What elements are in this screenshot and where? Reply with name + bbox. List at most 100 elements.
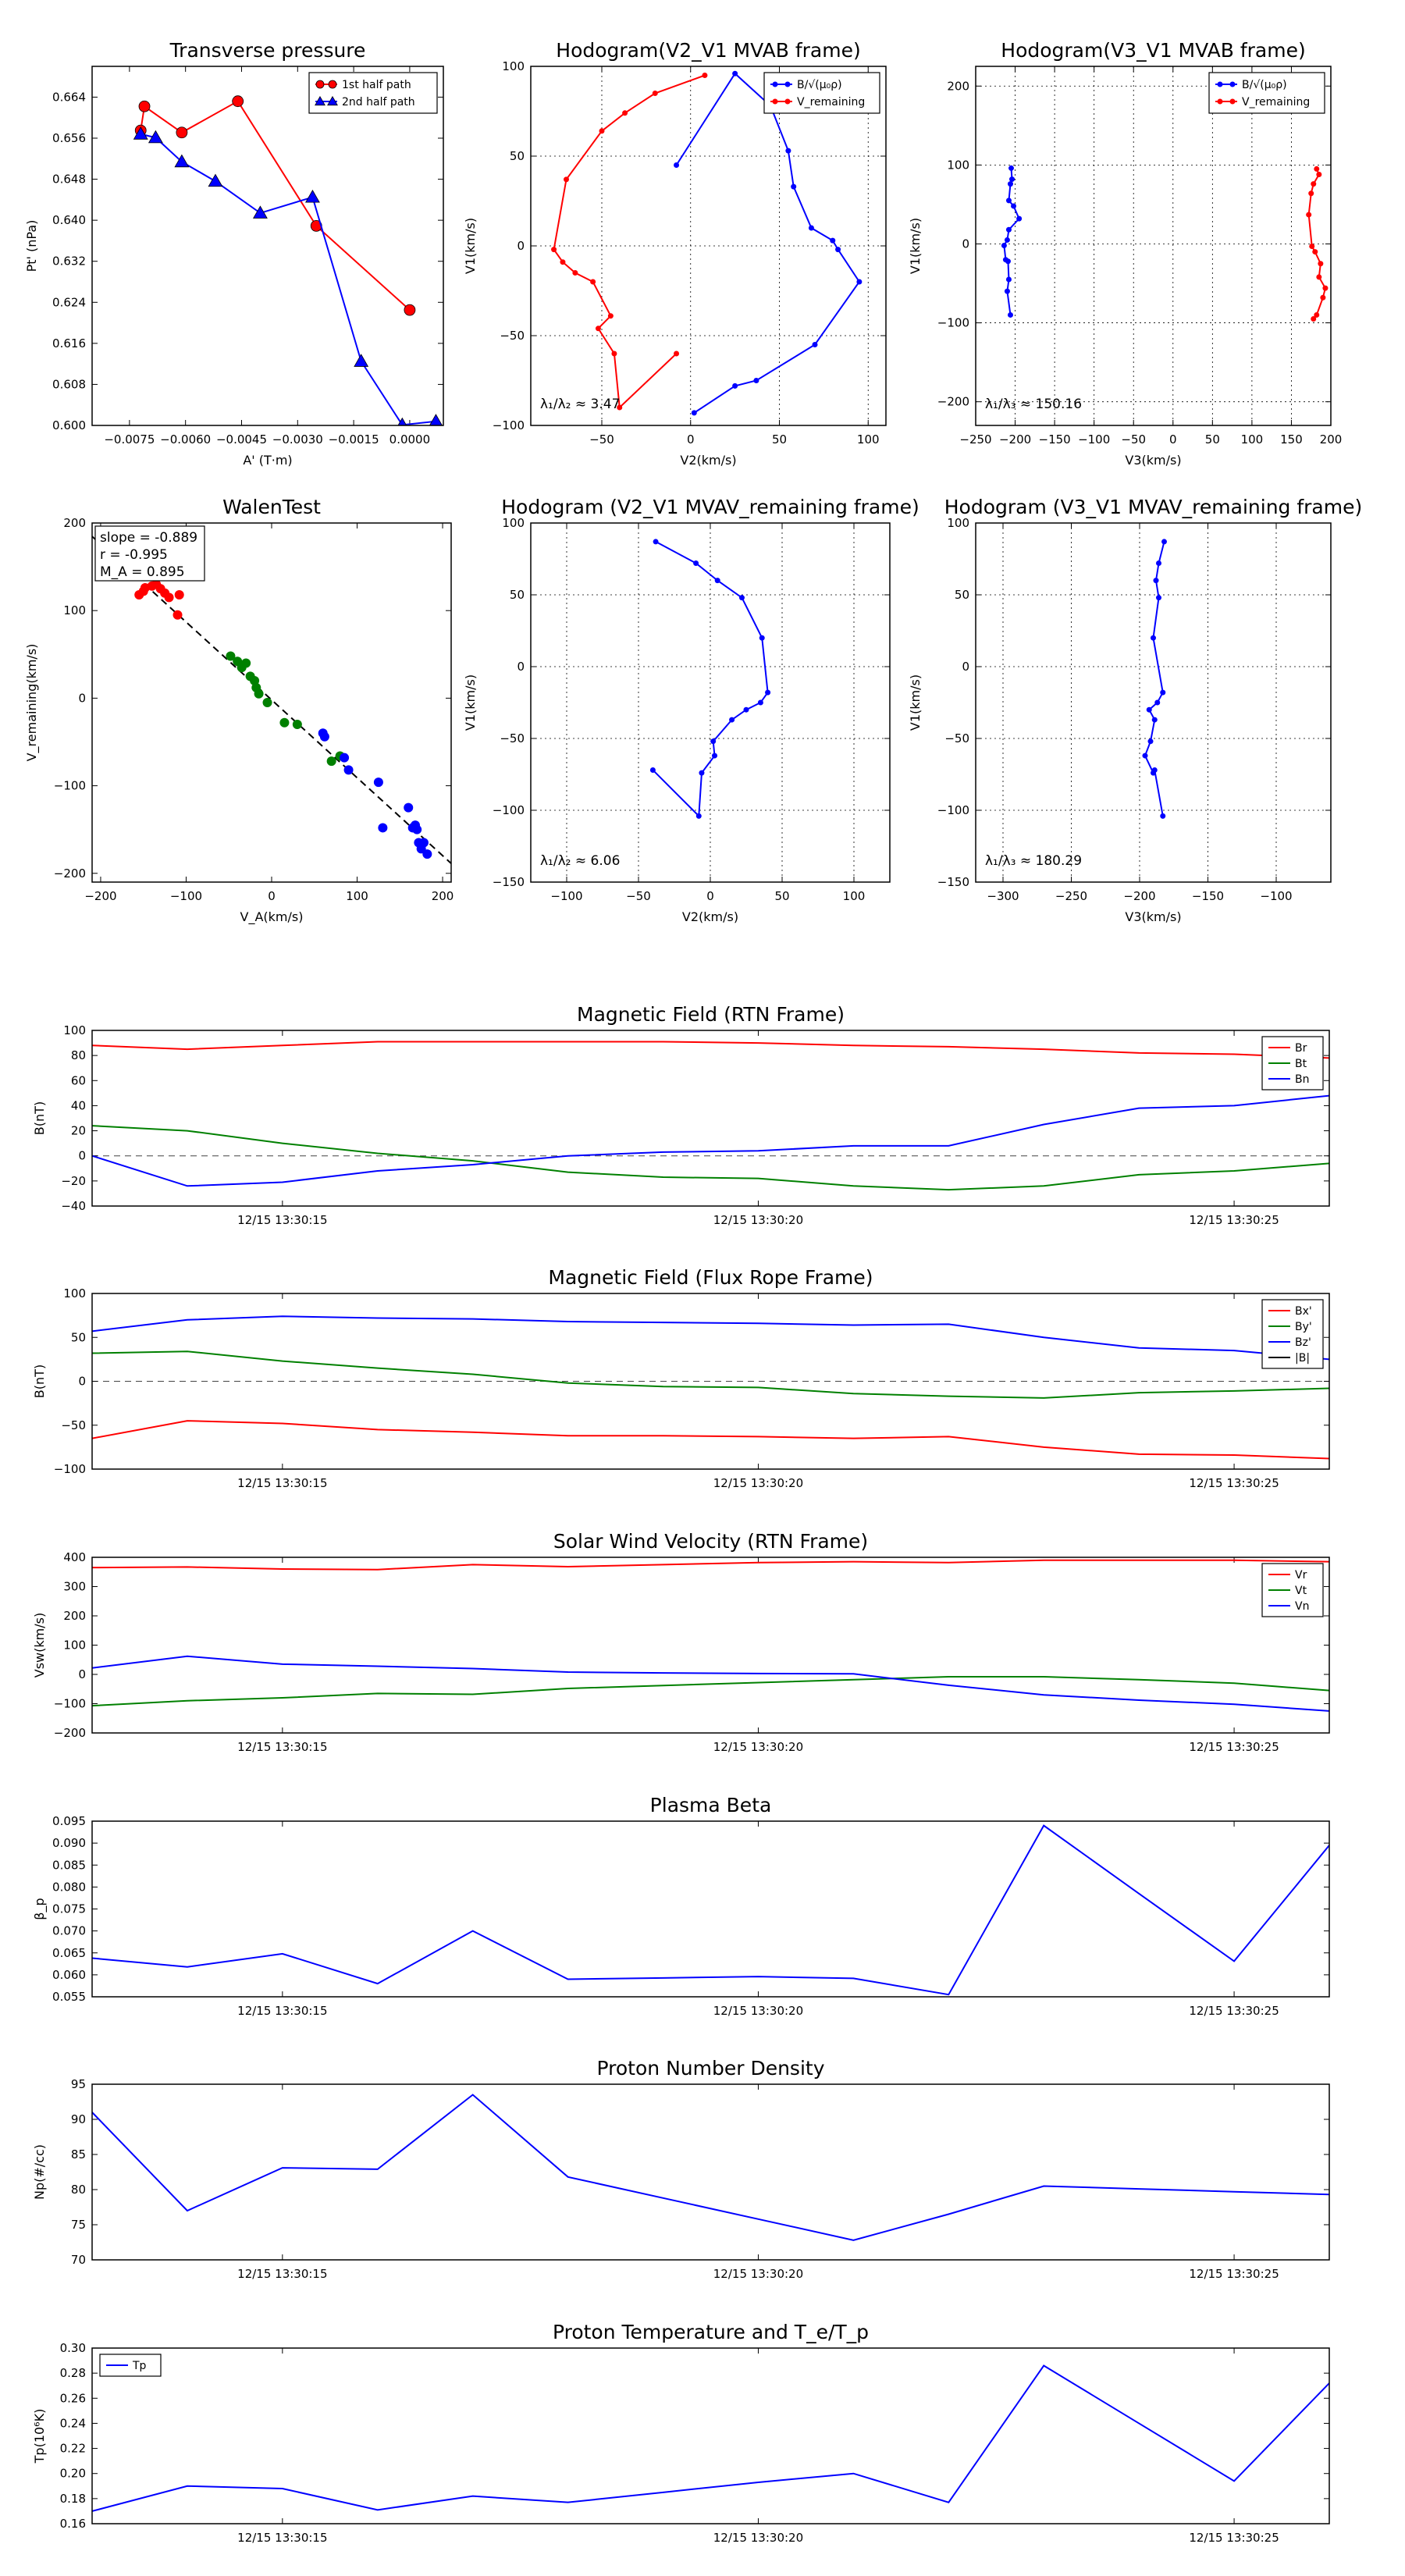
data-point — [1156, 560, 1161, 567]
y-tick-label: 0.20 — [60, 2467, 86, 2481]
y-tick-label: 0.075 — [52, 1902, 86, 1916]
x-tick-label: 200 — [1320, 432, 1343, 447]
data-point — [595, 326, 601, 332]
y-tick-label: −50 — [61, 1418, 86, 1432]
chart-p1: Transverse pressure −0.0075 −0.0060 −0.0045… — [24, 39, 444, 468]
y-tick-label: 0.640 — [52, 213, 86, 227]
data-point — [164, 592, 174, 603]
x-tick-label: 50 — [772, 432, 787, 447]
y-tick-label: 0 — [78, 691, 86, 705]
x-tick-label: 0 — [687, 432, 695, 447]
data-point — [1005, 276, 1012, 283]
data-point — [808, 225, 814, 231]
data-point — [305, 190, 320, 203]
y-tick-label: 50 — [510, 149, 525, 163]
y-tick-label: 400 — [63, 1550, 86, 1564]
data-point — [1001, 242, 1007, 248]
data-point — [1004, 288, 1010, 294]
y-tick-label: −100 — [54, 1462, 86, 1476]
legend-label: Br — [1295, 1042, 1307, 1055]
y-tick-label: 0 — [517, 239, 525, 253]
legend-label: B/√(μ₀ρ) — [797, 79, 842, 91]
stats-text: r = -0.995 — [100, 547, 168, 563]
data-point — [148, 130, 163, 144]
data-point — [1320, 294, 1326, 301]
ratio-annotation: λ₁/λ₃ ≈ 150.16 — [985, 397, 1082, 412]
data-point — [1154, 699, 1161, 706]
chart-p7: Magnetic Field (RTN Frame) 12/15 13:30:15… — [32, 1003, 1330, 1227]
y-tick-label: 0 — [962, 237, 969, 251]
legend-marker — [1217, 98, 1223, 105]
data-point — [759, 635, 765, 641]
data-point — [830, 237, 836, 244]
data-point — [590, 279, 596, 285]
y-tick-label: −50 — [500, 731, 525, 745]
y-tick-label: 200 — [63, 516, 86, 530]
chart-title: Hodogram (V2_V1 MVAV_remaining frame) — [501, 496, 919, 518]
y-tick-label: −100 — [493, 803, 525, 817]
plot-area — [649, 539, 771, 819]
x-tick-label: 12/15 13:30:25 — [1189, 2267, 1279, 2281]
series-line-1 — [92, 1559, 1329, 1571]
x-axis-label: V3(km/s) — [1125, 453, 1181, 468]
x-tick-label: 12/15 13:30:15 — [237, 2531, 327, 2545]
x-tick-label: 12/15 13:30:20 — [713, 1213, 803, 1227]
legend-box — [308, 72, 438, 114]
legend-label: Tp — [132, 2360, 147, 2372]
y-axis-label: B(nT) — [32, 1364, 47, 1398]
legend-label: Bt — [1295, 1058, 1307, 1070]
legend-marker — [1217, 81, 1223, 87]
legend-box — [1261, 1299, 1324, 1369]
legend-marker — [1229, 98, 1236, 105]
data-point — [712, 753, 718, 759]
data-point — [173, 610, 183, 620]
y-tick-label: 75 — [71, 2218, 86, 2232]
data-point — [738, 595, 745, 601]
x-tick-label: −50 — [1121, 432, 1146, 447]
data-point — [1007, 181, 1013, 187]
plot-area — [133, 95, 443, 425]
data-point — [1005, 197, 1012, 204]
data-point — [732, 382, 738, 389]
y-tick-label: −100 — [54, 1697, 86, 1711]
data-point — [622, 110, 628, 116]
data-point — [835, 247, 841, 253]
chart-p3: Hodogram(V3_V1 MVAB frame) −250 −200 −150 −1… — [908, 39, 1342, 468]
legend-marker — [328, 80, 337, 89]
y-tick-label: 100 — [63, 1286, 86, 1300]
data-point — [1008, 165, 1014, 171]
y-tick-label: 0 — [78, 1667, 86, 1681]
x-tick-label: −50 — [626, 889, 651, 903]
data-point — [702, 73, 708, 78]
y-axis-label: V_remaining(km/s) — [24, 644, 40, 762]
x-tick-label: 12/15 13:30:15 — [237, 2267, 327, 2281]
y-tick-label: 200 — [63, 1609, 86, 1623]
data-point — [1009, 176, 1016, 183]
data-point — [652, 91, 658, 96]
x-tick-label: 12/15 13:30:25 — [1189, 1213, 1279, 1227]
x-tick-label: 12/15 13:30:15 — [237, 2004, 327, 2018]
chart-title: Magnetic Field (Flux Rope Frame) — [548, 1266, 873, 1289]
x-tick-label: 12/15 13:30:15 — [237, 1476, 327, 1490]
data-point — [1005, 226, 1012, 233]
axes-frame — [530, 522, 891, 883]
y-tick-label: 100 — [502, 59, 525, 73]
y-axis-label: Tp(10⁶K) — [32, 2409, 47, 2464]
y-tick-label: 100 — [502, 516, 525, 530]
y-tick-label: 100 — [63, 1638, 86, 1653]
data-point — [1161, 539, 1167, 545]
data-point — [422, 849, 432, 859]
legend-label: Bz' — [1295, 1336, 1311, 1349]
legend-marker — [327, 95, 338, 106]
y-tick-label: 90 — [71, 2112, 86, 2126]
stats-box — [94, 525, 205, 582]
y-axis-label: V1(km/s) — [463, 674, 478, 731]
legend-marker — [784, 81, 791, 87]
legend-box — [1208, 72, 1325, 114]
series-line-1 — [652, 541, 769, 818]
y-tick-label: 0 — [962, 660, 969, 674]
data-point — [208, 173, 223, 187]
data-point — [1146, 706, 1152, 713]
legend-label: Vt — [1295, 1585, 1307, 1597]
data-point — [1314, 165, 1320, 172]
